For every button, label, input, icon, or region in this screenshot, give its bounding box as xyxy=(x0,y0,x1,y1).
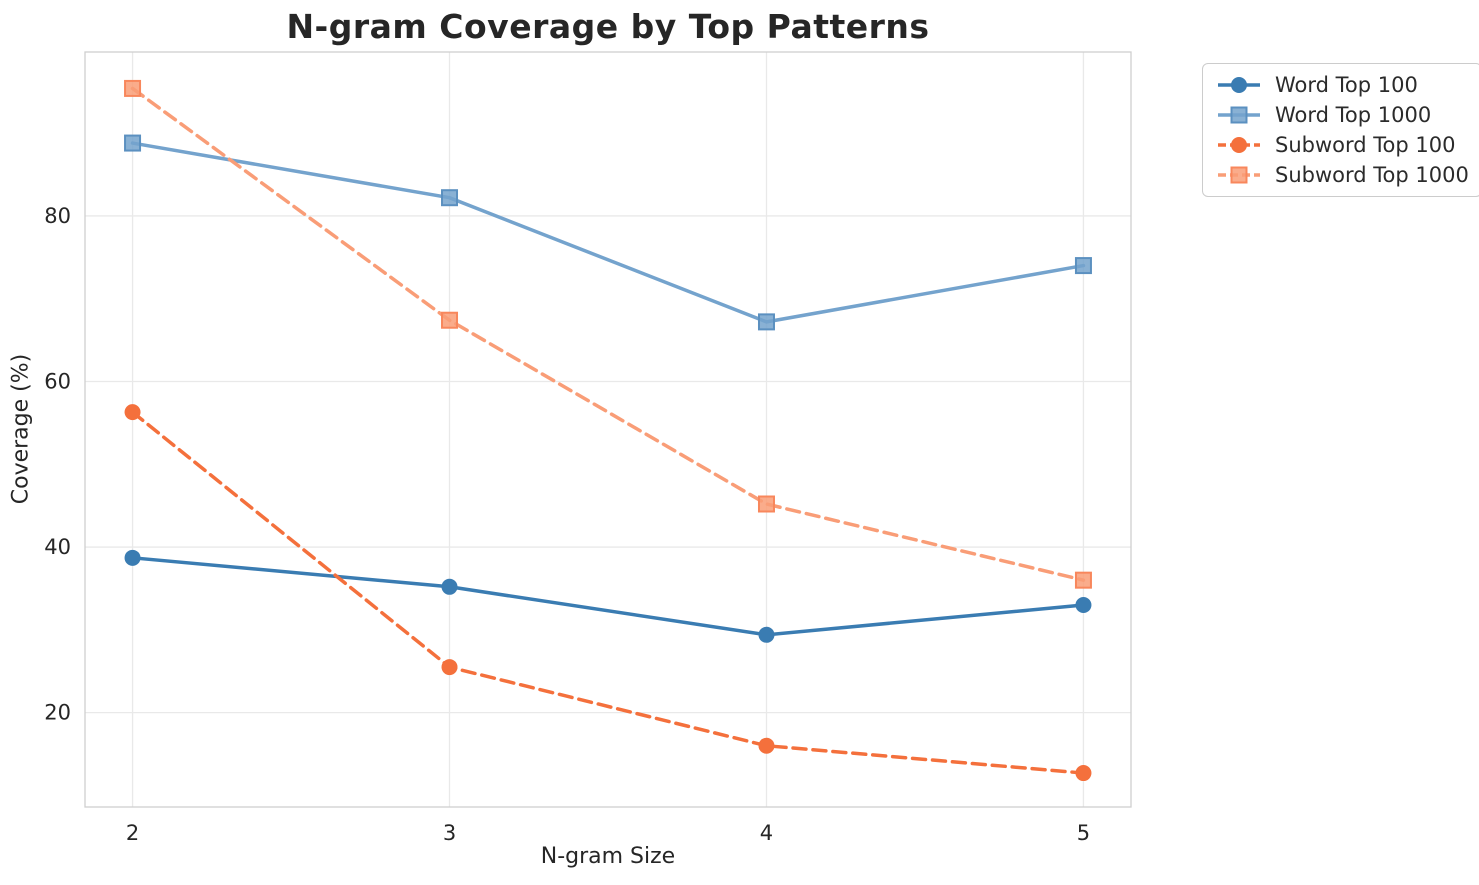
legend-label-word-top-100: Word Top 100 xyxy=(1275,73,1418,97)
marker-subword-top-1000-x2 xyxy=(124,79,142,97)
marker-word-top-1000-x5 xyxy=(1074,257,1092,275)
axes-spines xyxy=(84,51,1132,808)
marker-word-top-1000-x2 xyxy=(124,134,142,152)
y-axis-label: Coverage (%) xyxy=(8,353,34,505)
x-tick-label-2: 2 xyxy=(126,821,139,845)
marker-word-top-100-x3 xyxy=(441,578,458,595)
marker-subword-top-1000-x3 xyxy=(441,311,459,329)
legend-item-word-top-1000: Word Top 1000 xyxy=(1215,100,1469,130)
legend: Word Top 100 Word Top 1000 Subword Top 100… xyxy=(1202,63,1479,197)
marker-word-top-100-x4 xyxy=(758,626,775,643)
legend-glyph-subword-top-100 xyxy=(1218,137,1260,153)
y-tick-label-20: 20 xyxy=(44,701,71,725)
legend-glyph-word-top-100 xyxy=(1218,77,1260,93)
marker-subword-top-100-x5 xyxy=(1075,765,1092,782)
y-tick-label-40: 40 xyxy=(44,535,71,559)
legend-label-subword-top-1000: Subword Top 1000 xyxy=(1275,163,1469,187)
series-line-word-top-100 xyxy=(130,556,1086,637)
series-line-word-top-1000 xyxy=(130,141,1086,324)
x-tick-label-5: 5 xyxy=(1077,821,1090,845)
marker-subword-top-100-x2 xyxy=(124,404,141,421)
marker-subword-top-100-x4 xyxy=(758,737,775,754)
marker-subword-top-1000-x5 xyxy=(1074,571,1092,589)
legend-item-subword-top-1000: Subword Top 1000 xyxy=(1215,160,1469,190)
marker-word-top-100-x2 xyxy=(124,549,141,566)
series-line-subword-top-1000 xyxy=(130,86,1086,582)
legend-glyph-word-top-1000 xyxy=(1218,106,1260,124)
legend-glyph-subword-top-1000 xyxy=(1218,166,1260,184)
x-tick-label-3: 3 xyxy=(443,821,456,845)
y-tick-label-80: 80 xyxy=(44,204,71,228)
legend-label-subword-top-100: Subword Top 100 xyxy=(1275,133,1456,157)
marker-subword-top-1000-x4 xyxy=(757,495,775,513)
series-line-subword-top-100 xyxy=(130,410,1086,775)
x-tick-label-4: 4 xyxy=(760,821,773,845)
legend-item-subword-top-100: Subword Top 100 xyxy=(1215,130,1469,160)
marker-subword-top-100-x3 xyxy=(441,659,458,676)
marker-word-top-100-x5 xyxy=(1075,597,1092,614)
marker-word-top-1000-x4 xyxy=(757,313,775,331)
chart-title: N-gram Coverage by Top Patterns xyxy=(286,7,930,46)
y-tick-label-60: 60 xyxy=(44,369,71,393)
legend-item-word-top-100: Word Top 100 xyxy=(1215,70,1469,100)
legend-label-word-top-1000: Word Top 1000 xyxy=(1275,103,1432,127)
x-axis-label: N-gram Size xyxy=(540,844,676,869)
marker-word-top-1000-x3 xyxy=(441,189,459,207)
